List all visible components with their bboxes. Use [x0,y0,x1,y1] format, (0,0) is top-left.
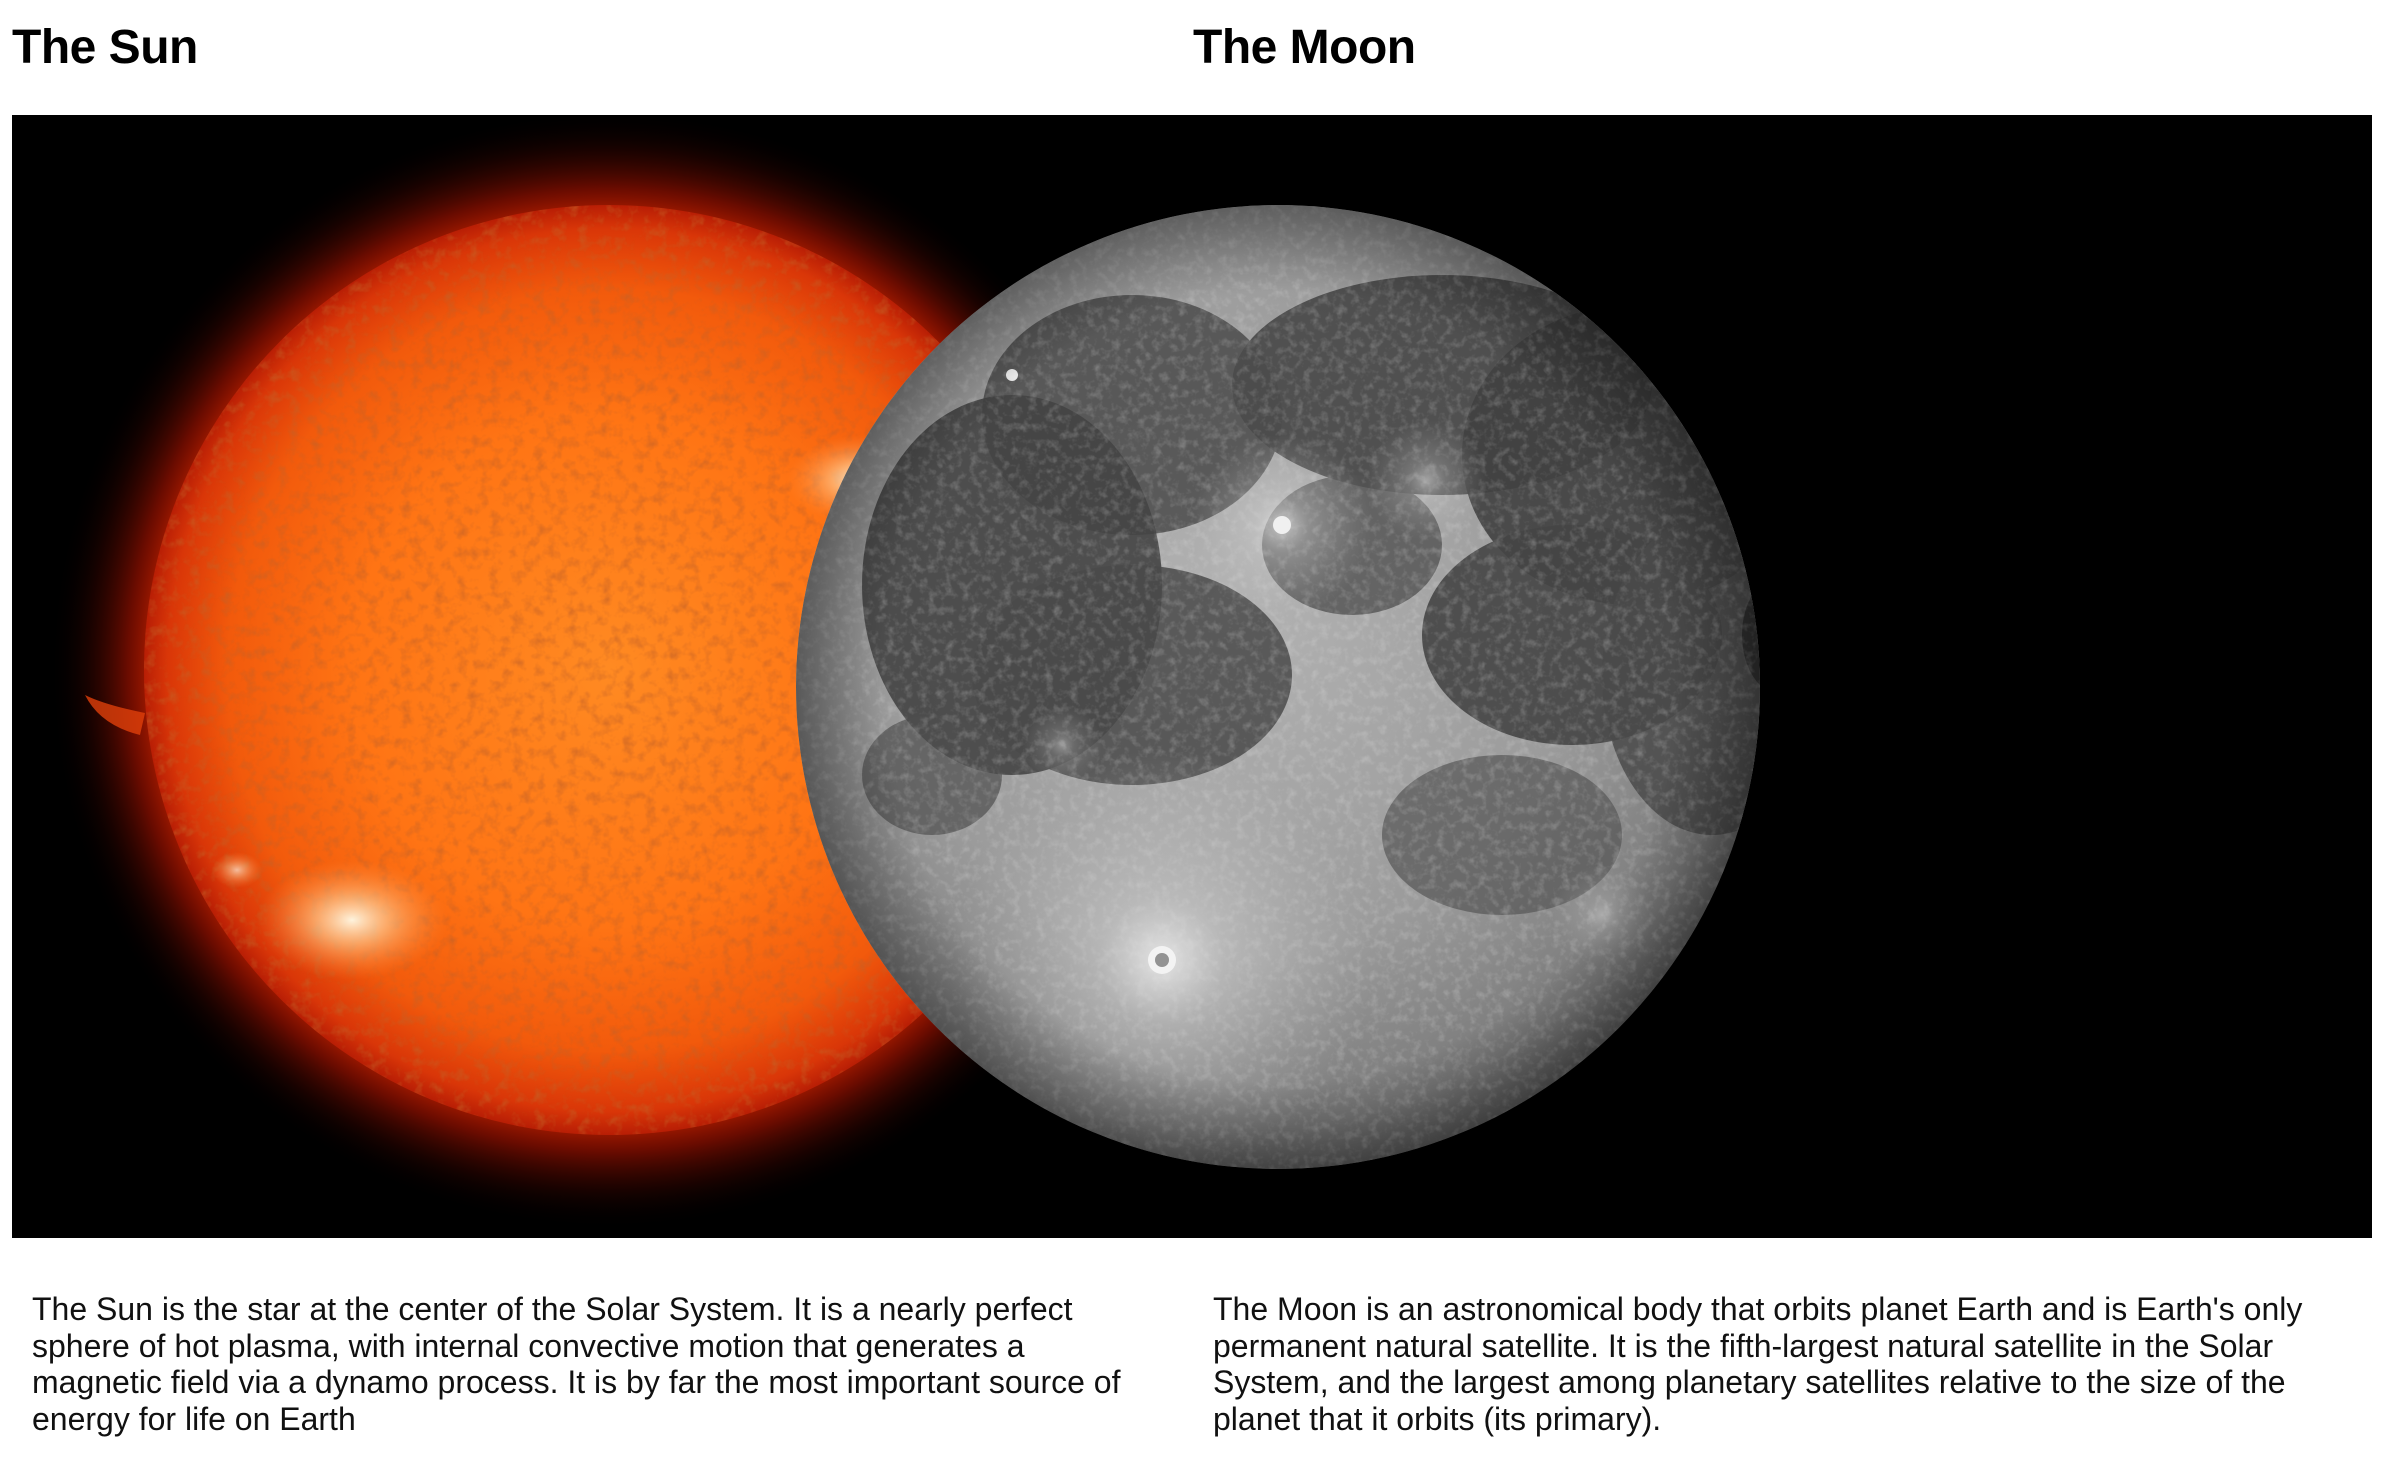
sun-description: The Sun is the star at the center of the… [32,1291,1121,1437]
moon-figure [796,205,1760,1169]
sun-heading: The Sun [12,21,198,74]
moon-description: The Moon is an astronomical body that or… [1213,1291,2303,1437]
moon-heading: The Moon [1193,21,1416,74]
sun-moon-image [12,115,2372,1238]
